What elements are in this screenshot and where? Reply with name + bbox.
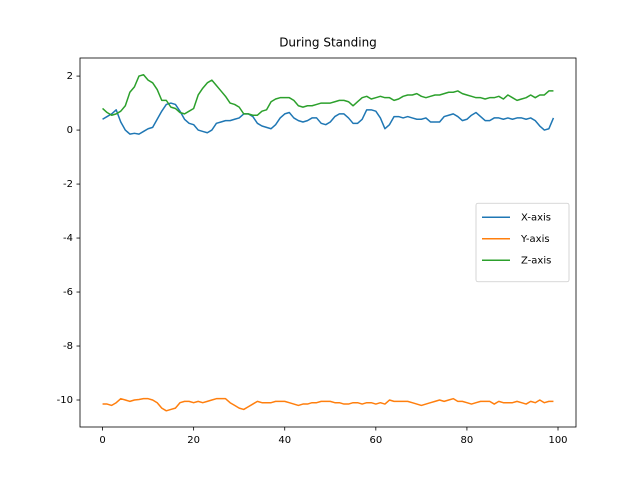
x-tick-label: 100 (548, 435, 567, 446)
legend-label: Z-axis (521, 255, 551, 266)
y-tick-label: 0 (67, 125, 73, 136)
y-tick-label: -4 (63, 233, 73, 244)
y-tick-label: -2 (63, 179, 73, 190)
y-tick-label: 2 (67, 71, 73, 82)
x-tick-label: 80 (461, 435, 474, 446)
x-tick-label: 0 (99, 435, 105, 446)
legend-box (475, 202, 570, 283)
data-line (102, 73, 554, 116)
legend-label: X-axis (521, 212, 551, 223)
y-tick-label: -8 (63, 341, 73, 352)
data-line (102, 102, 555, 135)
legend-label: Y-axis (520, 234, 550, 245)
axes-frame (79, 57, 577, 428)
chart-title: During Standing (279, 36, 377, 50)
data-line (102, 397, 554, 412)
y-tick-label: -10 (57, 395, 73, 406)
x-tick-label: 20 (187, 435, 200, 446)
y-tick-label: -6 (63, 287, 73, 298)
x-tick-label: 40 (278, 435, 291, 446)
x-tick-label: 60 (369, 435, 382, 446)
